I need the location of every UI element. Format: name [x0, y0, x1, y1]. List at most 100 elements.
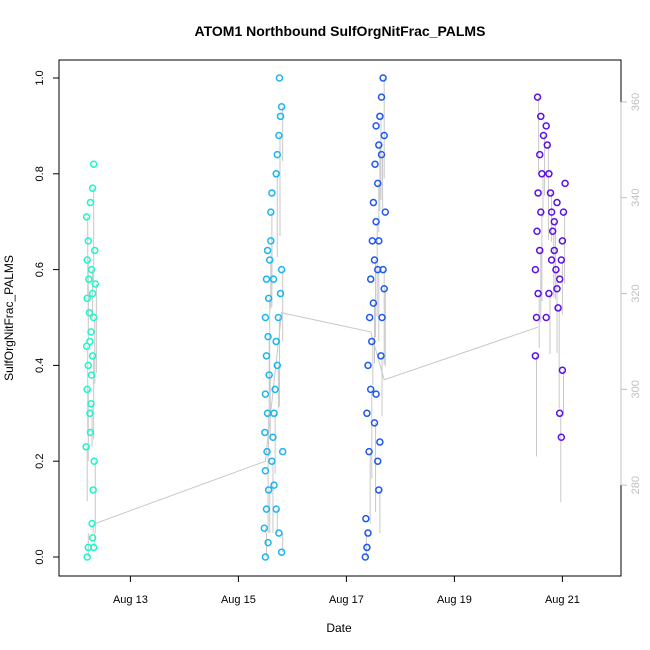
data-point	[545, 170, 553, 178]
data-point	[88, 184, 97, 192]
data-point	[270, 409, 278, 418]
data-point	[267, 237, 275, 245]
axes-layer: Aug 13 Aug 15 Aug 17 Aug 19 Aug 21 0.0 0.2 0.4 0…	[34, 70, 642, 606]
data-point	[269, 275, 278, 283]
x-tick-label: Aug 21	[545, 594, 580, 606]
data-point	[268, 457, 276, 465]
data-point	[554, 304, 562, 312]
data-point	[555, 275, 564, 283]
y-axis-label: SulfOrgNitFrac_PALMS	[2, 255, 16, 381]
y2-tick-label: 280	[630, 476, 642, 494]
data-point	[85, 275, 93, 283]
data-point	[87, 371, 96, 379]
data-point	[85, 308, 94, 317]
data-point	[370, 256, 379, 264]
data-point	[264, 294, 273, 303]
data-point	[275, 131, 283, 140]
data-point	[262, 275, 271, 283]
data-point	[377, 352, 385, 360]
data-point	[89, 486, 97, 494]
plot-frame	[58, 59, 622, 577]
data-point	[538, 170, 546, 178]
data-point	[261, 390, 270, 398]
data-point	[89, 313, 98, 322]
data-point	[534, 289, 542, 298]
data-point	[272, 170, 280, 178]
data-point	[88, 519, 96, 528]
data-point	[550, 217, 559, 226]
data-point	[363, 543, 371, 552]
data-point	[86, 409, 94, 418]
data-point	[268, 189, 276, 197]
data-point	[377, 93, 386, 101]
data-point	[379, 265, 387, 274]
data-point	[559, 208, 568, 216]
data-point	[277, 548, 286, 556]
data-point	[264, 538, 272, 547]
data-point	[263, 246, 272, 255]
data-point	[379, 74, 387, 82]
data-point	[376, 112, 384, 121]
data-point	[264, 486, 273, 494]
data-point	[531, 352, 540, 360]
data-point	[83, 553, 91, 561]
track-line	[95, 312, 539, 524]
data-point	[542, 122, 550, 130]
data-point	[543, 141, 552, 149]
data-point	[561, 179, 569, 188]
data-point	[84, 237, 93, 245]
data-point	[89, 160, 98, 168]
data-point	[267, 208, 275, 216]
x-tick-label: Aug 15	[221, 594, 256, 606]
data-point	[557, 433, 566, 441]
data-point	[277, 102, 286, 111]
data-point	[373, 179, 382, 188]
data-point	[369, 299, 378, 307]
data-point	[370, 419, 379, 427]
y-tick-label: 0.4	[34, 358, 46, 373]
data-point	[83, 385, 91, 394]
x-tick-label: Aug 17	[329, 594, 364, 606]
data-point	[531, 265, 540, 274]
data-point	[88, 534, 97, 542]
points-layer	[82, 74, 569, 561]
data-point	[548, 227, 557, 236]
data-point	[550, 246, 559, 255]
data-point	[558, 237, 567, 245]
data-point	[558, 366, 567, 374]
data-point	[88, 352, 97, 360]
data-point	[539, 131, 548, 140]
data-point	[363, 409, 371, 418]
y-tick-label: 0.2	[34, 454, 46, 469]
data-point	[274, 313, 283, 322]
data-point	[273, 150, 282, 159]
data-point	[546, 189, 555, 197]
data-point	[372, 217, 380, 226]
data-point	[365, 313, 374, 322]
data-point	[535, 246, 544, 255]
x-tick-label: Aug 19	[437, 594, 472, 606]
y2-tick-label: 300	[630, 380, 642, 398]
y2-tick-label: 320	[630, 284, 642, 302]
y2-tick-label: 360	[630, 93, 642, 111]
data-point	[542, 313, 550, 322]
data-point	[375, 237, 383, 245]
data-point	[533, 227, 541, 236]
data-point	[82, 213, 91, 221]
data-point	[265, 256, 274, 264]
data-point	[87, 328, 95, 336]
data-point	[537, 208, 545, 216]
data-point	[264, 332, 272, 341]
data-point	[366, 275, 375, 283]
data-point	[86, 428, 95, 437]
data-point	[375, 141, 383, 149]
data-point	[262, 352, 271, 360]
x-tick-label: Aug 13	[113, 594, 148, 606]
y-tick-label: 0.0	[34, 549, 46, 564]
data-point	[260, 524, 269, 533]
data-point	[91, 246, 99, 255]
data-point	[278, 447, 287, 456]
data-point	[378, 313, 386, 322]
data-point	[557, 256, 566, 264]
